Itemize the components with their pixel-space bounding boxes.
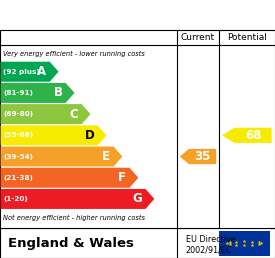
Text: Energy Efficiency Rating: Energy Efficiency Rating: [8, 8, 210, 23]
Text: Very energy efficient - lower running costs: Very energy efficient - lower running co…: [3, 51, 145, 57]
Text: Not energy efficient - higher running costs: Not energy efficient - higher running co…: [3, 215, 145, 221]
Polygon shape: [1, 83, 75, 103]
Polygon shape: [222, 128, 272, 143]
Text: (1-20): (1-20): [3, 196, 28, 202]
Text: A: A: [37, 65, 46, 78]
Polygon shape: [1, 104, 90, 124]
Text: Current: Current: [181, 33, 215, 42]
Polygon shape: [1, 62, 59, 82]
Text: EU Directive: EU Directive: [186, 235, 235, 244]
Polygon shape: [1, 147, 122, 166]
Polygon shape: [1, 168, 138, 188]
Polygon shape: [1, 189, 154, 209]
Polygon shape: [1, 125, 106, 145]
Text: (69-80): (69-80): [3, 111, 34, 117]
Text: B: B: [53, 86, 62, 99]
Text: Potential: Potential: [227, 33, 267, 42]
Text: F: F: [118, 171, 126, 184]
Polygon shape: [180, 149, 216, 164]
Text: (81-91): (81-91): [3, 90, 33, 96]
Text: D: D: [85, 129, 94, 142]
Text: England & Wales: England & Wales: [8, 237, 134, 250]
Text: 68: 68: [245, 129, 261, 142]
Text: E: E: [102, 150, 110, 163]
Text: (39-54): (39-54): [3, 154, 33, 159]
Bar: [219, 231, 270, 256]
Text: 2002/91/EC: 2002/91/EC: [186, 245, 232, 254]
Text: 35: 35: [194, 150, 211, 163]
Text: (92 plus): (92 plus): [3, 69, 40, 75]
Text: (21-38): (21-38): [3, 175, 33, 181]
Text: (55-68): (55-68): [3, 132, 34, 138]
Text: C: C: [70, 108, 78, 121]
Text: G: G: [133, 192, 142, 205]
